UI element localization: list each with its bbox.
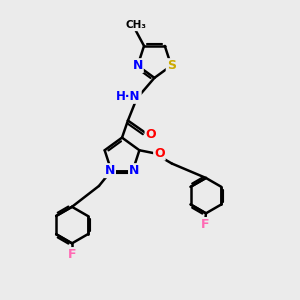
Text: O: O xyxy=(146,128,156,141)
Text: F: F xyxy=(68,248,76,261)
Text: H·N: H·N xyxy=(116,90,141,103)
Text: F: F xyxy=(201,218,210,231)
Text: N: N xyxy=(129,164,140,177)
Text: N: N xyxy=(132,59,143,72)
Text: N: N xyxy=(105,164,115,177)
Text: O: O xyxy=(154,147,165,160)
Text: CH₃: CH₃ xyxy=(125,20,146,30)
Text: S: S xyxy=(167,59,176,72)
